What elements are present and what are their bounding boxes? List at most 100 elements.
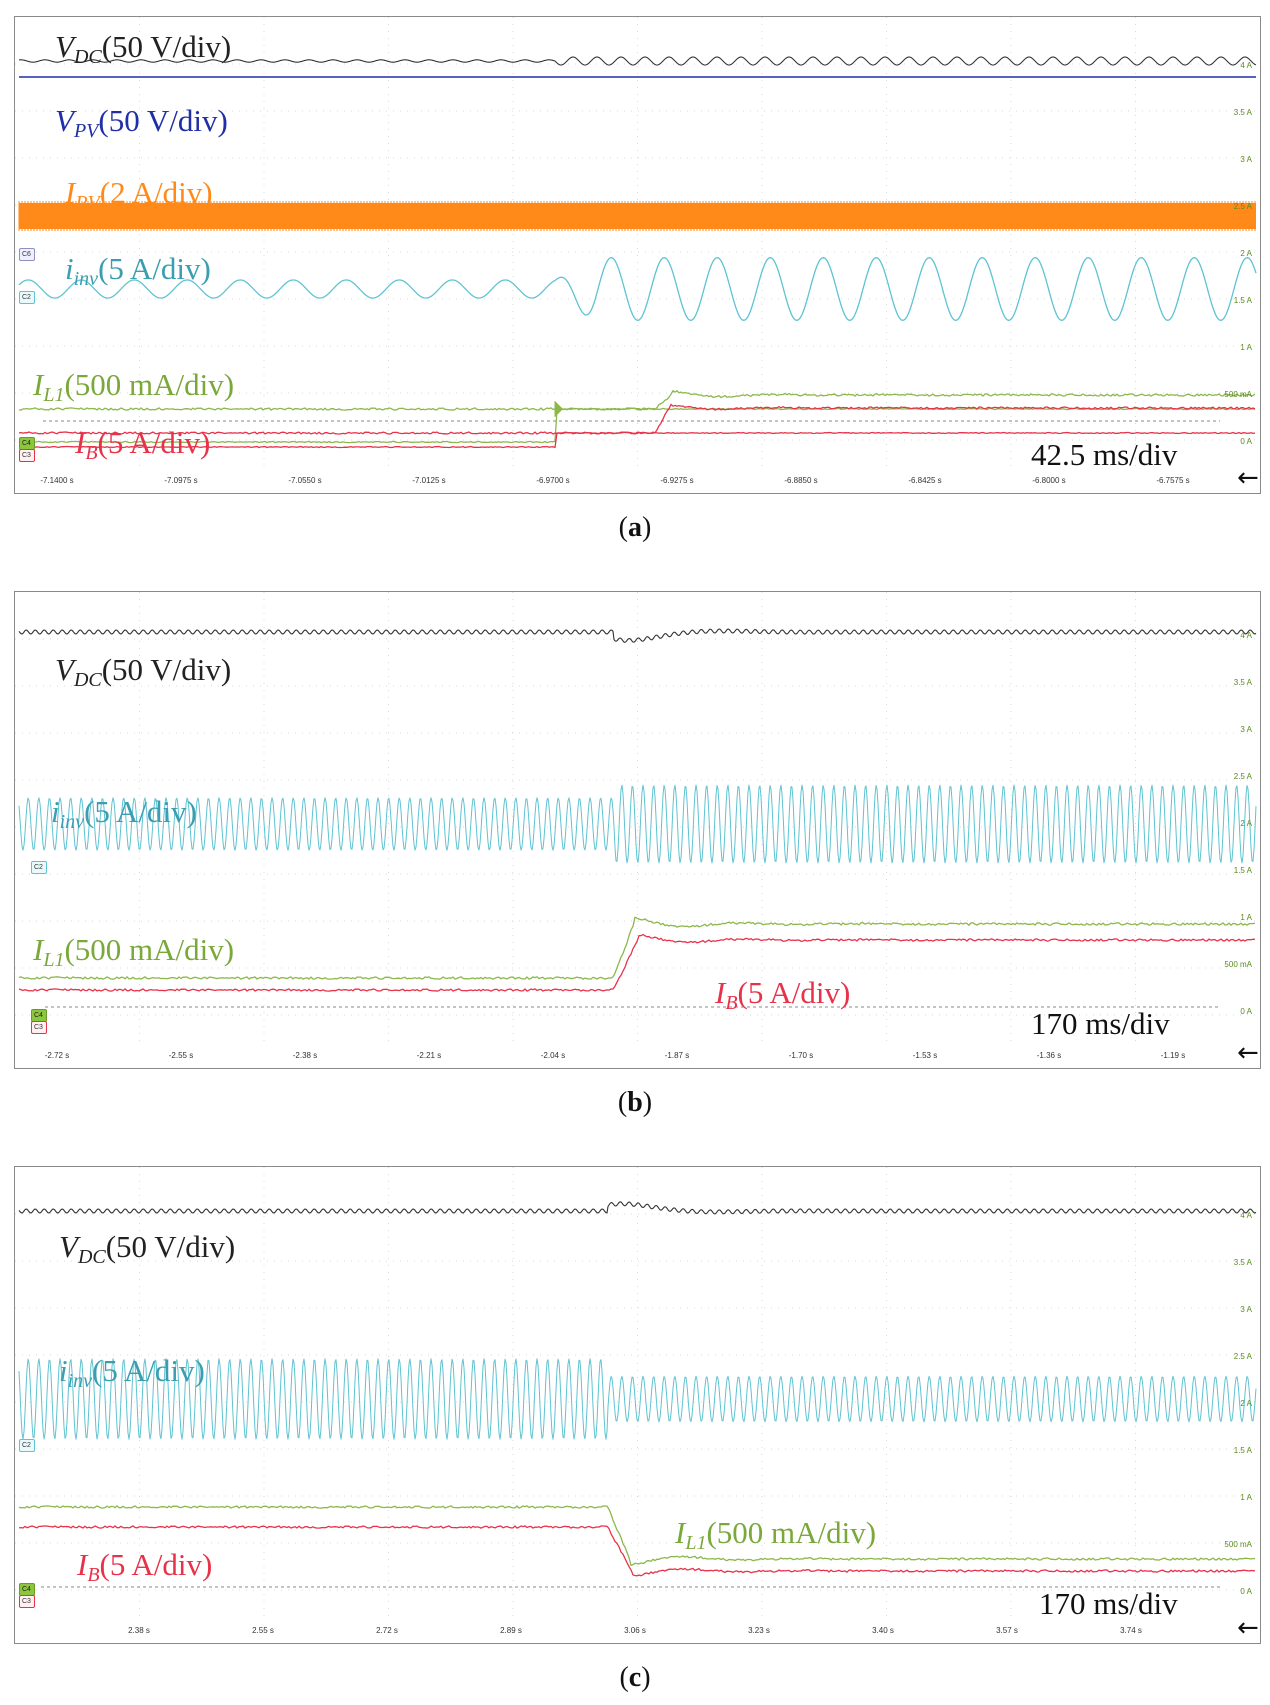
timebase-label: 42.5 ms/div	[1031, 437, 1178, 472]
x-tick: -6.8850 s	[784, 476, 818, 485]
iinv-trace	[18, 1358, 1257, 1440]
x-tick: 3.23 s	[748, 1626, 770, 1635]
vdc-trace	[18, 56, 1257, 66]
il1-trace	[18, 916, 1256, 980]
y-tick-right: 500 mA	[1224, 390, 1252, 399]
x-tick: -2.38 s	[292, 1051, 318, 1060]
channel-badge-c3: C3	[19, 449, 35, 462]
channel-badge-c3: C3	[19, 1595, 35, 1608]
y-tick-right: 2.5 A	[1233, 1352, 1252, 1361]
x-tick: 3.57 s	[996, 1626, 1018, 1635]
x-tick: 2.72 s	[376, 1626, 398, 1635]
x-tick: -2.21 s	[416, 1051, 442, 1060]
il1-trace	[18, 1505, 1256, 1567]
x-tick: -6.9700 s	[536, 476, 570, 485]
x-tick: -7.0125 s	[412, 476, 446, 485]
y-tick-right: 3.5 A	[1233, 1258, 1252, 1267]
x-tick: -6.8425 s	[908, 476, 942, 485]
y-tick-right: 0 A	[1240, 437, 1252, 446]
y-tick-right: 1 A	[1240, 1493, 1252, 1502]
x-tick: -6.8000 s	[1032, 476, 1066, 485]
caption-b: (b)	[617, 1087, 653, 1118]
left-arrow-icon: ←	[1237, 1038, 1259, 1068]
caption-c: (c)	[619, 1662, 651, 1693]
x-tick: -2.55 s	[168, 1051, 194, 1060]
y-tick-right: 2.5 A	[1233, 202, 1252, 211]
y-tick-right: 4 A	[1240, 1211, 1252, 1220]
label-vdc: VDC(50 V/div)	[55, 29, 232, 68]
y-tick-right: 1 A	[1240, 913, 1252, 922]
label-iinv: iinv(5 A/div)	[65, 251, 211, 290]
ib-trace	[18, 933, 1256, 992]
channel-badge-c2: C2	[19, 1439, 35, 1452]
timebase-label: 170 ms/div	[1039, 1586, 1178, 1621]
caption-a: (a)	[618, 512, 652, 543]
y-tick-right: 2 A	[1240, 819, 1252, 828]
x-tick: -1.70 s	[788, 1051, 814, 1060]
y-tick-right: 1 A	[1240, 343, 1252, 352]
x-tick: 2.89 s	[500, 1626, 522, 1635]
x-tick: -2.72 s	[44, 1051, 70, 1060]
timebase-label: 170 ms/div	[1031, 1006, 1170, 1041]
channel-badge-c6: C6	[19, 248, 35, 261]
x-tick: -2.04 s	[540, 1051, 566, 1060]
left-arrow-icon: ←	[1237, 463, 1259, 493]
x-tick: -1.36 s	[1036, 1051, 1062, 1060]
y-tick-right: 1.5 A	[1233, 866, 1252, 875]
y-tick-right: 4 A	[1240, 631, 1252, 640]
y-tick-right: 0 A	[1240, 1587, 1252, 1596]
channel-badge-c2: C2	[19, 291, 35, 304]
y-tick-right: 1.5 A	[1233, 1446, 1252, 1455]
label-ib: IB(5 A/div)	[715, 975, 851, 1014]
vdc-trace	[18, 1201, 1257, 1215]
y-tick-right: 2.5 A	[1233, 772, 1252, 781]
y-tick-right: 3.5 A	[1233, 678, 1252, 687]
scope-panel-a: VDC(50 V/div) VPV(50 V/div) IPV(2 A/div)…	[14, 16, 1261, 494]
x-tick: -1.19 s	[1160, 1051, 1186, 1060]
ib-trace-second-step	[18, 403, 1256, 435]
x-tick: -6.9275 s	[660, 476, 694, 485]
iinv-trace	[18, 784, 1257, 864]
y-tick-right: 500 mA	[1224, 960, 1252, 969]
vdc-trace	[18, 628, 1257, 643]
label-vpv: VPV(50 V/div)	[55, 103, 228, 142]
label-il1: IL1(500 mA/div)	[33, 932, 235, 971]
x-tick: -7.1400 s	[40, 476, 74, 485]
label-ib: IB(5 A/div)	[77, 1547, 213, 1586]
y-tick-right: 0 A	[1240, 1007, 1252, 1016]
x-tick: -6.7575 s	[1156, 476, 1190, 485]
y-tick-right: 1.5 A	[1233, 296, 1252, 305]
label-vdc: VDC(50 V/div)	[55, 652, 232, 691]
x-tick: 2.38 s	[128, 1626, 150, 1635]
left-arrow-icon: ←	[1237, 1613, 1259, 1643]
label-ipv: IPV(2 A/div)	[65, 175, 213, 214]
label-iinv: iinv(5 A/div)	[51, 794, 197, 833]
x-tick: 3.06 s	[624, 1626, 646, 1635]
scope-plot-c	[15, 1167, 1260, 1618]
label-il1: IL1(500 mA/div)	[33, 367, 235, 406]
iinv-trace	[18, 257, 1257, 321]
label-il1: IL1(500 mA/div)	[675, 1515, 877, 1554]
channel-badge-c2: C2	[31, 861, 47, 874]
y-tick-right: 3 A	[1240, 1305, 1252, 1314]
ib-trace	[18, 1525, 1256, 1577]
scope-panel-c: VDC(50 V/div) iinv(5 A/div) IL1(500 mA/d…	[14, 1166, 1261, 1644]
x-tick: -7.0550 s	[288, 476, 322, 485]
y-tick-right: 3.5 A	[1233, 108, 1252, 117]
y-tick-right: 2 A	[1240, 1399, 1252, 1408]
y-tick-right: 3 A	[1240, 725, 1252, 734]
y-tick-right: 2 A	[1240, 249, 1252, 258]
x-tick: -7.0975 s	[164, 476, 198, 485]
label-vdc: VDC(50 V/div)	[59, 1229, 236, 1268]
scope-panel-b: VDC(50 V/div) iinv(5 A/div) IL1(500 mA/d…	[14, 591, 1261, 1069]
y-tick-right: 3 A	[1240, 155, 1252, 164]
scope-plot-b	[15, 592, 1260, 1043]
x-tick: 3.74 s	[1120, 1626, 1142, 1635]
label-iinv: iinv(5 A/div)	[59, 1353, 205, 1392]
il1-trace	[18, 407, 1256, 444]
label-ib: IB(5 A/div)	[75, 425, 211, 464]
x-tick: 2.55 s	[252, 1626, 274, 1635]
ib-trace	[19, 431, 1256, 449]
x-tick: -1.87 s	[664, 1051, 690, 1060]
x-tick: 3.40 s	[872, 1626, 894, 1635]
